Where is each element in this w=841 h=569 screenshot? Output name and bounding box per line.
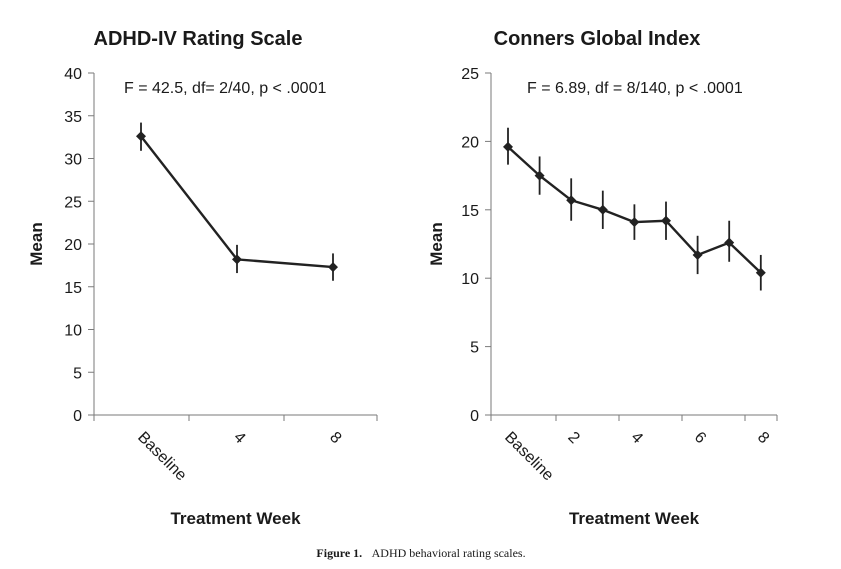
x-tick-label: 8 bbox=[326, 429, 344, 447]
x-tick-label: 4 bbox=[628, 429, 646, 447]
y-tick-label: 0 bbox=[73, 408, 82, 425]
y-tick-label: 25 bbox=[64, 194, 82, 211]
y-axis-title: Mean bbox=[27, 222, 46, 265]
adhd-iv-chart: ADHD-IV Rating Scale F = 42.5, df= 2/40, … bbox=[27, 28, 378, 528]
y-tick-label: 15 bbox=[64, 280, 82, 297]
x-tick-label: Baseline bbox=[501, 429, 556, 484]
chart-title: Conners Global Index bbox=[494, 28, 701, 50]
x-tick-label: Baseline bbox=[134, 429, 189, 484]
conners-global-index-chart: Conners Global Index F = 6.89, df = 8/140… bbox=[427, 28, 778, 528]
y-tick-label: 30 bbox=[64, 152, 82, 169]
chart-title: ADHD-IV Rating Scale bbox=[94, 28, 303, 50]
y-tick-label: 20 bbox=[64, 237, 82, 254]
x-axis-title: Treatment Week bbox=[569, 509, 700, 528]
y-tick-label: 40 bbox=[64, 66, 82, 83]
x-tick-label: 6 bbox=[691, 429, 709, 447]
y-tick-label: 5 bbox=[73, 365, 82, 382]
x-tick-label: 2 bbox=[564, 429, 582, 447]
y-tick-label: 0 bbox=[470, 408, 479, 425]
data-point bbox=[661, 215, 671, 226]
figure-caption: Figure 1. ADHD behavioral rating scales. bbox=[316, 544, 525, 561]
data-point bbox=[232, 254, 242, 265]
data-point bbox=[724, 237, 735, 248]
data-point bbox=[629, 217, 640, 228]
data-point bbox=[503, 141, 513, 152]
data-point bbox=[692, 249, 703, 260]
data-point bbox=[755, 267, 766, 278]
y-tick-label: 10 bbox=[461, 271, 479, 288]
data-point bbox=[566, 195, 577, 206]
y-axis-title: Mean bbox=[427, 222, 446, 265]
caption-text: ADHD behavioral rating scales. bbox=[372, 546, 526, 560]
data-point bbox=[597, 204, 608, 215]
data-point bbox=[534, 170, 545, 181]
y-tick-label: 35 bbox=[64, 109, 82, 126]
x-tick-label: 4 bbox=[230, 429, 248, 447]
y-tick-label: 15 bbox=[461, 203, 479, 220]
x-axis-title: Treatment Week bbox=[170, 509, 301, 528]
stats-annotation: F = 6.89, df = 8/140, p < .0001 bbox=[527, 80, 743, 97]
x-tick-label: 8 bbox=[754, 429, 772, 447]
y-tick-label: 25 bbox=[461, 66, 479, 83]
y-tick-label: 10 bbox=[64, 323, 82, 340]
stats-annotation: F = 42.5, df= 2/40, p < .0001 bbox=[124, 80, 326, 97]
data-point bbox=[328, 262, 338, 273]
data-point bbox=[136, 131, 146, 142]
y-tick-label: 5 bbox=[470, 340, 479, 357]
caption-label: Figure 1. bbox=[316, 546, 362, 560]
svg-text:Figure 1. ADHD behaviora: Figure 1. ADHD behavioral rating scales. bbox=[316, 544, 525, 561]
y-tick-label: 20 bbox=[461, 134, 479, 151]
